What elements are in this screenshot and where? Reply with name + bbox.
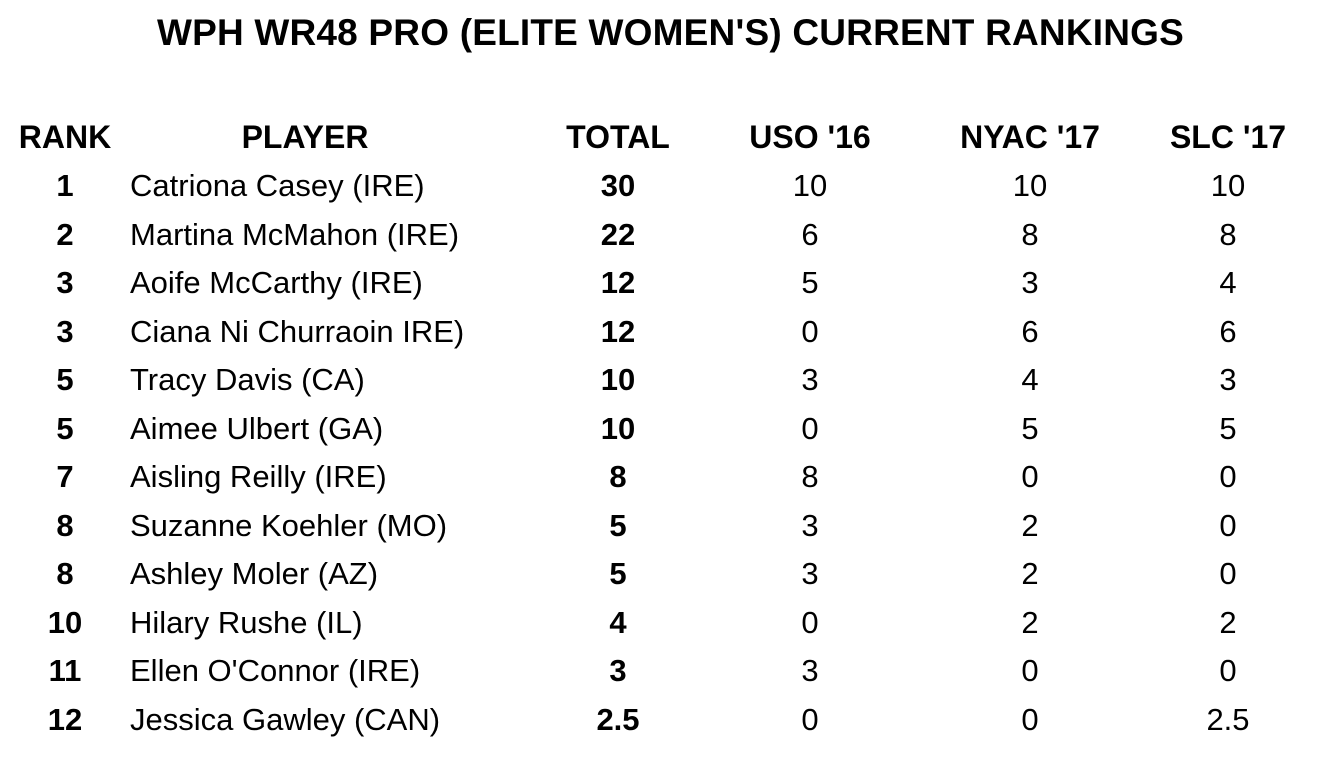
table-row: 3 Aoife McCarthy (IRE) 12 5 3 4 [0, 259, 1317, 308]
cell-nyac17: 3 [1021, 265, 1039, 300]
cell-total: 4 [609, 604, 627, 640]
cell-uso16: 3 [801, 362, 819, 397]
cell-rank: 8 [56, 507, 74, 543]
table-row: 7 Aisling Reilly (IRE) 8 8 0 0 [0, 453, 1317, 502]
cell-nyac17: 5 [1021, 410, 1039, 446]
cell-nyac17: 4 [1021, 362, 1039, 397]
cell-slc17: 0 [1219, 653, 1237, 688]
cell-uso16: 3 [801, 556, 819, 591]
cell-player: Aimee Ulbert (GA) [130, 410, 384, 446]
header-slc17: SLC '17 [1169, 119, 1287, 155]
cell-slc17: 10 [1210, 168, 1246, 203]
cell-total: 8 [609, 459, 627, 494]
cell-total: 5 [609, 556, 627, 591]
cell-uso16: 8 [801, 459, 819, 494]
cell-rank: 10 [47, 604, 83, 640]
cell-total: 5 [609, 507, 627, 543]
cell-rank: 5 [56, 362, 74, 397]
cell-slc17: 3 [1219, 362, 1237, 397]
cell-player: Hilary Rushe (IL) [130, 604, 363, 640]
cell-nyac17: 2 [1021, 556, 1039, 591]
cell-slc17: 6 [1219, 313, 1237, 349]
cell-slc17: 5 [1219, 410, 1237, 446]
header-player: PLAYER [130, 112, 550, 162]
table-header-row: RANK PLAYER TOTAL USO '16 NYAC '17 SLC '… [0, 112, 1317, 162]
cell-player: Ellen O'Connor (IRE) [130, 653, 421, 688]
cell-rank: 7 [56, 459, 74, 494]
cell-total: 2.5 [596, 701, 640, 737]
cell-slc17: 8 [1219, 216, 1237, 252]
cell-slc17: 2 [1219, 604, 1237, 640]
cell-player: Aoife McCarthy (IRE) [130, 265, 423, 300]
cell-uso16: 3 [801, 653, 819, 688]
table-row: 8 Suzanne Koehler (MO) 5 3 2 0 [0, 502, 1317, 551]
cell-player: Aisling Reilly (IRE) [130, 459, 387, 494]
header-nyac17: NYAC '17 [960, 119, 1100, 155]
cell-total: 30 [600, 168, 636, 203]
cell-uso16: 10 [792, 168, 828, 203]
table-row: 12 Jessica Gawley (CAN) 2.5 0 0 2.5 [0, 696, 1317, 745]
cell-player: Ciana Ni Churraoin IRE) [130, 313, 465, 349]
rankings-table: RANK PLAYER TOTAL USO '16 NYAC '17 SLC '… [0, 112, 1317, 744]
table-row: 11 Ellen O'Connor (IRE) 3 3 0 0 [0, 647, 1317, 696]
cell-nyac17: 6 [1021, 313, 1039, 349]
cell-player: Tracy Davis (CA) [130, 362, 365, 397]
table-row: 10 Hilary Rushe (IL) 4 0 2 2 [0, 599, 1317, 648]
cell-slc17: 2.5 [1206, 701, 1250, 737]
cell-nyac17: 0 [1021, 653, 1039, 688]
cell-rank: 11 [48, 653, 82, 688]
table-body: 1 Catriona Casey (IRE) 30 10 10 10 2 Martina Mc… [0, 162, 1317, 744]
cell-uso16: 0 [801, 313, 819, 349]
cell-slc17: 0 [1219, 556, 1237, 591]
cell-total: 10 [600, 410, 636, 446]
cell-rank: 1 [56, 168, 74, 203]
cell-nyac17: 2 [1021, 604, 1039, 640]
cell-uso16: 6 [801, 216, 819, 252]
table-row: 5 Tracy Davis (CA) 10 3 4 3 [0, 356, 1317, 405]
cell-nyac17: 2 [1021, 507, 1039, 543]
cell-nyac17: 8 [1021, 216, 1039, 252]
header-uso16: USO '16 [749, 119, 871, 155]
header-rank: RANK [18, 119, 112, 155]
cell-uso16: 3 [801, 507, 819, 543]
table-row: 1 Catriona Casey (IRE) 30 10 10 10 [0, 162, 1317, 211]
cell-rank: 8 [56, 556, 74, 591]
cell-uso16: 5 [801, 265, 819, 300]
cell-player: Catriona Casey (IRE) [130, 168, 425, 203]
table-row: 5 Aimee Ulbert (GA) 10 0 5 5 [0, 405, 1317, 454]
table-row: 2 Martina McMahon (IRE) 22 6 8 8 [0, 211, 1317, 260]
cell-player: Jessica Gawley (CAN) [130, 701, 441, 737]
cell-uso16: 0 [801, 604, 819, 640]
cell-nyac17: 10 [1012, 168, 1048, 203]
cell-slc17: 0 [1219, 507, 1237, 543]
cell-slc17: 4 [1219, 265, 1237, 300]
cell-nyac17: 0 [1021, 459, 1039, 494]
cell-total: 12 [600, 265, 636, 300]
cell-rank: 5 [56, 410, 74, 446]
cell-uso16: 0 [801, 410, 819, 446]
cell-rank: 2 [56, 216, 74, 252]
cell-slc17: 0 [1219, 459, 1237, 494]
header-player-label: PLAYER [241, 119, 369, 155]
header-total: TOTAL [566, 119, 670, 155]
cell-nyac17: 0 [1021, 701, 1039, 737]
page-title: WPH WR48 PRO (ELITE WOMEN'S) CURRENT RAN… [156, 12, 1185, 53]
cell-rank: 3 [56, 313, 74, 349]
cell-rank: 3 [56, 265, 74, 300]
cell-total: 10 [600, 362, 636, 397]
cell-uso16: 0 [801, 701, 819, 737]
cell-player: Ashley Moler (AZ) [130, 556, 379, 591]
cell-player: Martina McMahon (IRE) [130, 216, 460, 252]
cell-rank: 12 [47, 701, 83, 737]
table-row: 3 Ciana Ni Churraoin IRE) 12 0 6 6 [0, 308, 1317, 357]
cell-player: Suzanne Koehler (MO) [130, 507, 448, 543]
cell-total: 3 [609, 653, 627, 688]
cell-total: 12 [600, 313, 636, 349]
table-row: 8 Ashley Moler (AZ) 5 3 2 0 [0, 550, 1317, 599]
cell-total: 22 [600, 216, 636, 252]
